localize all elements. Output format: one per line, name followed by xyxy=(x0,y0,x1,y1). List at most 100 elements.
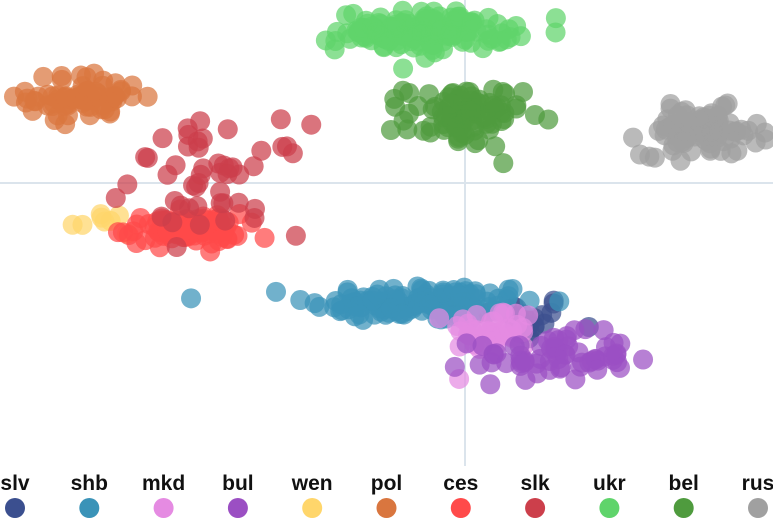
point-slk xyxy=(179,198,200,219)
point-pol xyxy=(103,87,124,108)
point-slk xyxy=(215,210,236,231)
legend-item-slk: slk xyxy=(520,472,550,518)
legend-label-pol: pol xyxy=(371,472,403,495)
legend: slv shb mkd bul wen pol ces slk ukr bel rus xyxy=(0,472,773,518)
point-bel xyxy=(524,104,545,125)
point-rus xyxy=(629,144,650,165)
legend-item-rus: rus xyxy=(742,472,773,518)
point-bel xyxy=(384,88,405,109)
point-shb xyxy=(266,281,286,302)
point-ukr xyxy=(545,8,566,29)
point-shb xyxy=(549,291,570,312)
point-shb xyxy=(519,290,540,311)
series-bel xyxy=(380,79,559,174)
point-bul xyxy=(564,320,585,341)
point-bul xyxy=(496,353,517,374)
point-rus xyxy=(623,127,644,148)
point-bul xyxy=(544,337,565,357)
point-bul xyxy=(527,363,548,384)
point-ukr xyxy=(424,42,445,63)
point-slk xyxy=(243,156,264,177)
point-bel xyxy=(460,100,481,121)
point-slk xyxy=(285,225,306,246)
point-shb xyxy=(349,304,370,325)
series-mkd xyxy=(429,302,539,389)
point-rus xyxy=(754,122,773,143)
point-slk xyxy=(213,193,234,214)
point-slk xyxy=(192,128,213,149)
legend-marker-shb xyxy=(79,498,100,518)
point-bul xyxy=(610,357,630,378)
point-bul xyxy=(444,356,465,377)
legend-label-wen: wen xyxy=(291,472,333,495)
point-shb xyxy=(450,286,471,307)
series-pol xyxy=(4,63,158,135)
series-ukr xyxy=(315,0,566,79)
point-slk xyxy=(162,212,183,233)
point-pol xyxy=(93,70,114,91)
point-bul xyxy=(593,320,614,341)
point-ukr xyxy=(464,10,485,31)
legend-marker-wen xyxy=(302,498,323,518)
legend-label-slk: slk xyxy=(520,472,550,495)
legend-item-shb: shb xyxy=(71,472,108,518)
point-wen xyxy=(108,205,129,226)
point-ukr xyxy=(490,31,511,52)
point-pol xyxy=(70,85,91,106)
point-bul xyxy=(456,333,477,354)
legend-marker-rus xyxy=(748,498,768,518)
legend-marker-bel xyxy=(673,498,694,518)
legend-item-ukr: ukr xyxy=(593,472,626,518)
point-bel xyxy=(485,99,506,120)
legend-label-shb: shb xyxy=(71,472,108,495)
point-bul xyxy=(480,374,501,395)
legend-item-wen: wen xyxy=(291,472,333,518)
legend-item-bul: bul xyxy=(222,472,254,518)
point-slk xyxy=(217,119,238,140)
point-slk xyxy=(282,143,303,164)
point-shb xyxy=(324,297,345,318)
point-ukr xyxy=(395,10,416,31)
point-mkd xyxy=(481,311,502,332)
point-bul xyxy=(571,352,592,373)
point-slk xyxy=(152,128,173,149)
point-bel xyxy=(485,136,506,157)
legend-label-rus: rus xyxy=(742,472,773,495)
point-bul xyxy=(472,335,493,356)
point-ukr xyxy=(392,25,413,46)
point-ukr xyxy=(442,11,463,32)
point-ukr xyxy=(412,21,433,42)
legend-label-mkd: mkd xyxy=(142,472,185,495)
points-layer xyxy=(4,0,773,395)
legend-item-ces: ces xyxy=(443,472,478,518)
point-slk xyxy=(165,155,186,176)
point-bul xyxy=(633,349,654,370)
point-bel xyxy=(464,120,485,141)
point-mkd xyxy=(518,305,539,326)
legend-item-bel: bel xyxy=(669,472,699,518)
point-slk xyxy=(137,147,158,168)
point-slk xyxy=(177,118,198,139)
point-ukr xyxy=(510,26,531,47)
point-ces xyxy=(107,222,128,243)
point-bel xyxy=(493,153,514,174)
legend-label-ukr: ukr xyxy=(593,472,626,495)
legend-marker-ukr xyxy=(599,498,620,518)
point-slk xyxy=(117,174,138,195)
legend-marker-ces xyxy=(450,498,471,518)
point-mkd xyxy=(429,308,450,329)
point-rus xyxy=(727,140,748,161)
point-shb xyxy=(290,290,311,311)
point-slk xyxy=(166,237,187,258)
legend-label-slv: slv xyxy=(0,472,30,495)
legend-item-mkd: mkd xyxy=(142,472,185,518)
point-pol xyxy=(55,87,76,108)
point-bul xyxy=(511,353,532,374)
legend-item-pol: pol xyxy=(371,472,403,518)
point-pol xyxy=(51,66,72,87)
point-ukr xyxy=(326,21,347,42)
point-slk xyxy=(301,114,322,135)
point-shb xyxy=(391,303,412,324)
